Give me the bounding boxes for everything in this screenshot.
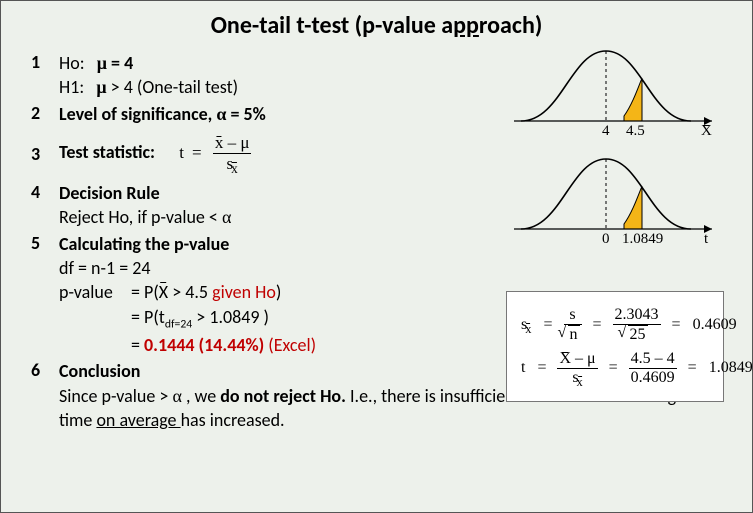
page-title: One-tail t-test (p-value approach) [1, 1, 752, 44]
step-number: 4 [31, 181, 59, 203]
distribution-curve-t: 0 1.0849 t [506, 151, 724, 251]
axis-tick-label: 1.0849 [622, 231, 663, 248]
computation-box: sx = s n = 2.3043 25 = 0.4609 t = X – μ … [506, 291, 724, 402]
axis-tick-label: 4.5 [626, 123, 645, 140]
axis-tick-label: 0 [602, 231, 610, 248]
step-number: 3 [31, 143, 59, 165]
standard-error-formula: sx = s n = 2.3043 25 = 0.4609 [517, 306, 713, 344]
step-number: 5 [31, 232, 59, 254]
step-number: 6 [31, 359, 59, 381]
axis-label: t [704, 231, 708, 248]
distribution-curve-xbar: 4 4.5 X [506, 43, 724, 143]
t-statistic-formula: t = X – μ sx = 4.5 – 4 0.4609 = 1.0849 [517, 350, 713, 387]
axis-label: X [701, 123, 712, 140]
test-statistic-formula: t= x – μ sx [167, 130, 262, 177]
step-number: 1 [31, 51, 59, 73]
axis-tick-label: 4 [602, 123, 610, 140]
step-number: 2 [31, 102, 59, 124]
